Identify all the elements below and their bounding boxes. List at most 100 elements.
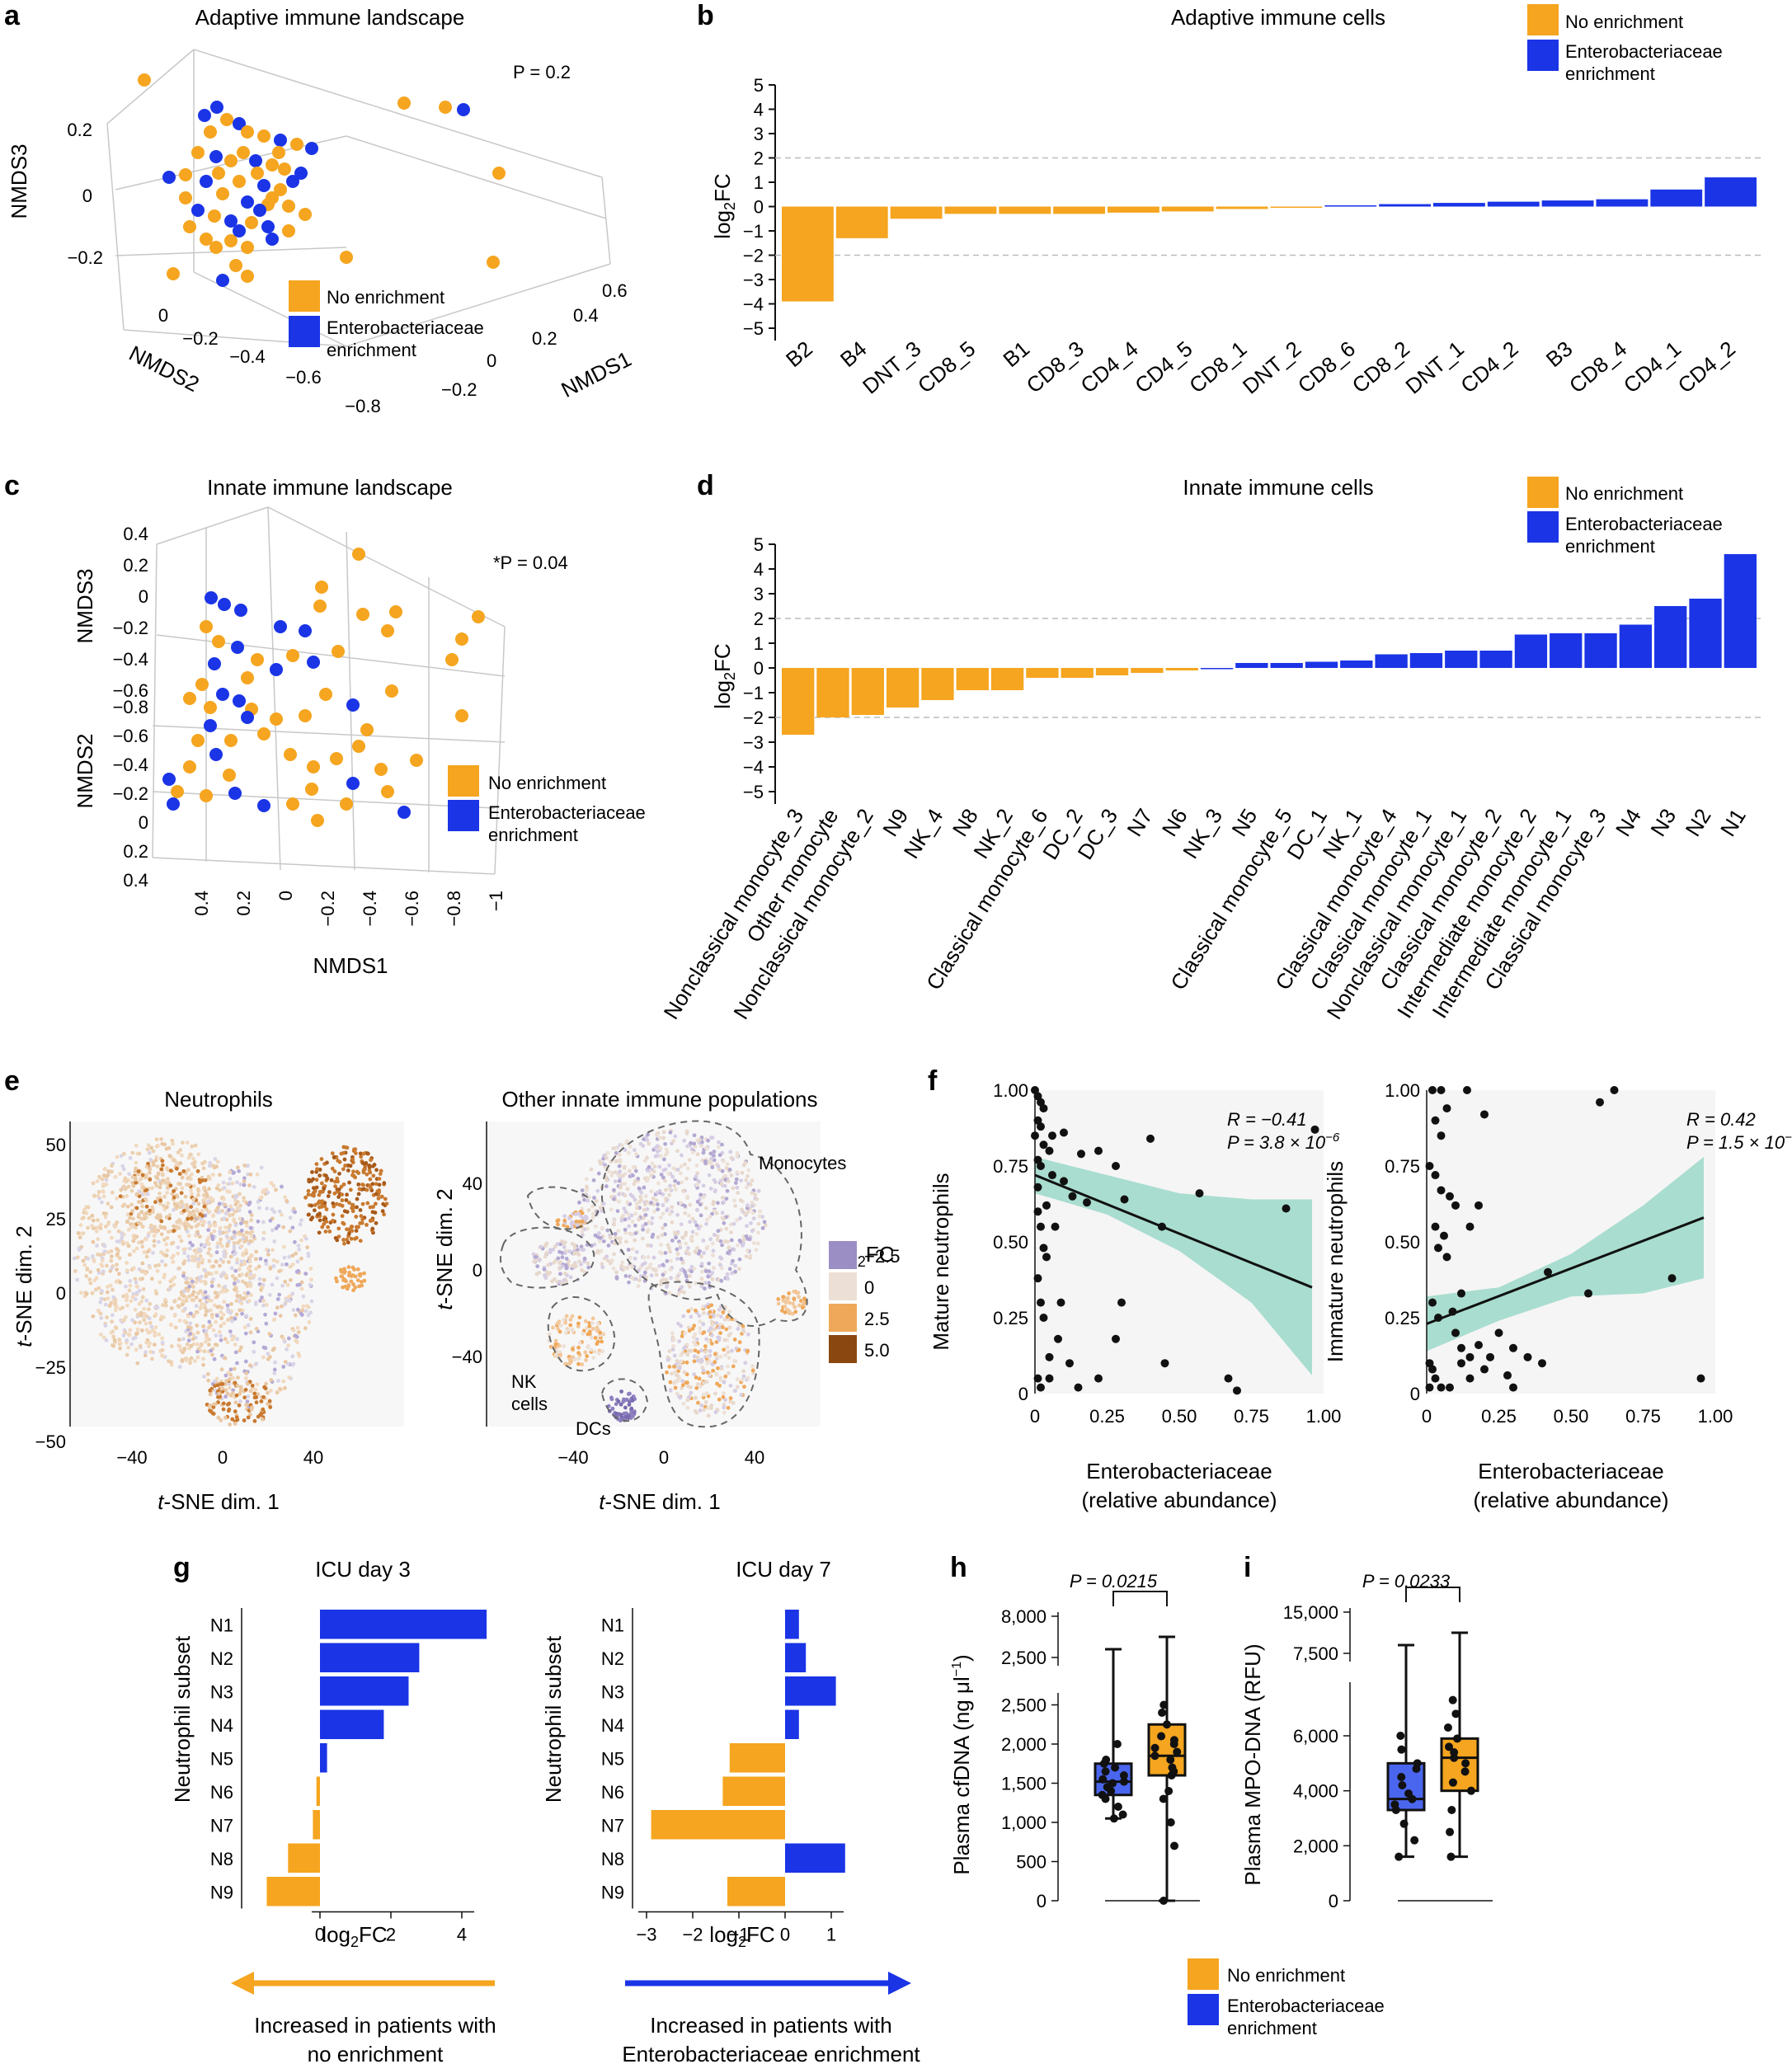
y-tick-label: 0.25: [993, 1308, 1028, 1328]
cell-point: [630, 1194, 635, 1199]
cell-point: [382, 1181, 387, 1186]
cell-point: [294, 1269, 299, 1274]
y-tick-label: 2: [754, 148, 764, 169]
cell-point: [224, 1379, 229, 1384]
cell-point: [704, 1221, 708, 1226]
scatter-point: [1039, 1140, 1048, 1150]
cell-point: [681, 1188, 685, 1193]
cell-point: [596, 1351, 601, 1356]
cell-point: [320, 1199, 325, 1204]
cell-point: [152, 1342, 157, 1347]
cell-point: [190, 1314, 195, 1319]
cell-point: [115, 1262, 119, 1267]
cell-point: [726, 1405, 731, 1410]
cell-point: [259, 1284, 264, 1289]
cell-point: [334, 1201, 339, 1206]
y-tick-label: 3: [754, 124, 764, 144]
cell-point: [111, 1334, 116, 1339]
panel-c-nmds3-tick: 0: [139, 586, 148, 607]
cell-point: [577, 1200, 581, 1205]
bar: [320, 1709, 384, 1739]
scatter-point: [220, 113, 233, 126]
cell-point: [351, 1282, 355, 1286]
cell-point: [595, 1328, 600, 1333]
cell-point: [201, 1356, 205, 1361]
cell-point: [209, 1348, 214, 1353]
cell-point: [162, 1194, 167, 1199]
cell-point: [661, 1135, 666, 1140]
cell-point: [693, 1332, 698, 1337]
cell-point: [337, 1159, 342, 1164]
cell-point: [342, 1267, 346, 1272]
cell-point: [763, 1223, 768, 1228]
cell-point: [133, 1297, 138, 1301]
cell-point: [235, 1206, 240, 1211]
cell-point: [256, 1392, 261, 1397]
panel-c-title: Innate immune landscape: [207, 475, 453, 500]
category-label: Nonclassical monocyte_3: [659, 804, 809, 1023]
cell-point: [358, 1239, 363, 1244]
scatter-point: [352, 548, 365, 561]
scatter-point: [1033, 1374, 1042, 1383]
panel-a-nmds1-label: NMDS1: [557, 346, 636, 402]
bar: [1550, 633, 1583, 668]
data-point: [1453, 1734, 1462, 1743]
legend-label-enrichment-2: enrichment: [1565, 63, 1655, 84]
cell-point: [629, 1406, 634, 1411]
cell-point: [184, 1358, 189, 1363]
cell-point: [177, 1365, 182, 1369]
cell-point: [177, 1172, 182, 1176]
cell-point: [121, 1167, 126, 1172]
cell-point: [708, 1186, 713, 1191]
cell-point: [670, 1205, 675, 1210]
cell-point: [701, 1239, 706, 1243]
category-label: N2: [210, 1648, 233, 1669]
panel-c-p: *P = 0.04: [493, 552, 568, 573]
cell-point: [75, 1277, 80, 1282]
cell-point: [196, 1201, 201, 1206]
cell-point: [295, 1259, 300, 1264]
cell-point: [198, 1253, 203, 1258]
cell-point: [272, 1371, 277, 1375]
cell-point: [158, 1317, 163, 1322]
category-label: CD8_3: [1022, 336, 1089, 398]
cell-point: [175, 1194, 180, 1199]
cell-point: [218, 1225, 223, 1230]
cell-point: [271, 1183, 276, 1188]
cell-point: [134, 1291, 139, 1295]
scatter-point: [195, 678, 209, 691]
cell-point: [185, 1140, 190, 1145]
panel-label-c: c: [4, 470, 20, 501]
cell-point: [156, 1239, 161, 1244]
cell-point: [676, 1181, 681, 1186]
cell-point: [113, 1225, 117, 1229]
scatter-point: [223, 769, 236, 782]
cell-point: [169, 1322, 173, 1327]
cell-point: [287, 1254, 292, 1259]
cell-point: [677, 1394, 681, 1399]
cell-point: [152, 1244, 157, 1248]
cell-point: [249, 1213, 254, 1217]
cell-point: [692, 1133, 697, 1138]
cell-point: [697, 1179, 701, 1184]
cell-point: [202, 1220, 207, 1225]
y-tick-label: −2: [743, 246, 764, 266]
category-label: N4: [1611, 804, 1646, 840]
scatter-point: [1428, 1086, 1437, 1094]
category-label: N7: [210, 1815, 233, 1836]
data-point: [1397, 1773, 1406, 1781]
cell-point: [717, 1325, 722, 1330]
cell-point: [172, 1201, 177, 1206]
data-point: [1112, 1740, 1122, 1748]
cell-point: [684, 1129, 689, 1134]
cell-point: [254, 1249, 259, 1254]
cell-point: [203, 1313, 208, 1318]
cell-point: [698, 1330, 703, 1335]
cell-point: [202, 1201, 206, 1206]
cell-point: [235, 1257, 240, 1262]
scatter-point: [249, 154, 262, 167]
cell-point: [171, 1260, 176, 1264]
cell-point: [209, 1409, 214, 1413]
cell-point: [693, 1249, 698, 1253]
